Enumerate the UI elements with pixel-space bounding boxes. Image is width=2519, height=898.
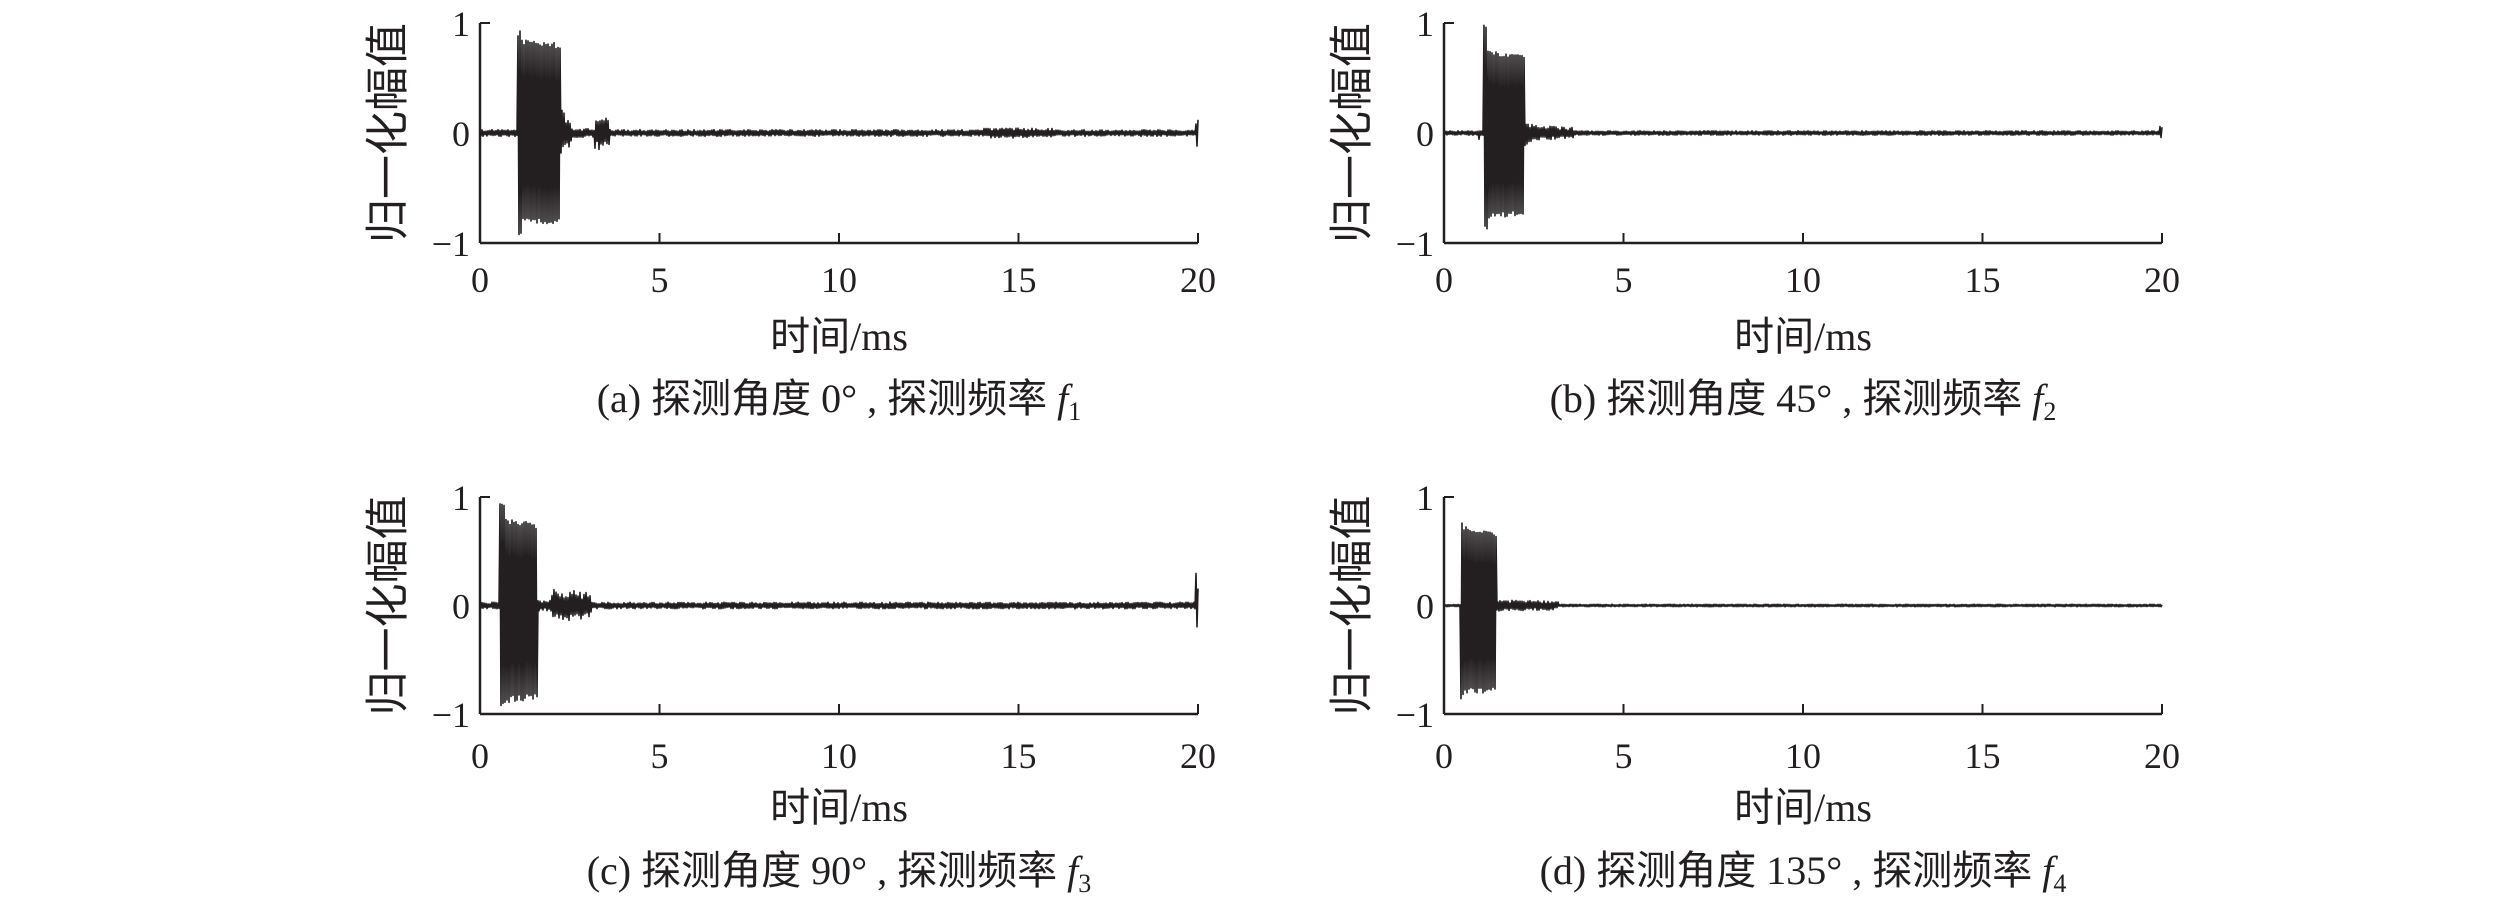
caption-frequency-subscript: 3 xyxy=(1078,869,1091,898)
y-tick-label: −1 xyxy=(1396,695,1434,735)
y-axis-label: 归一化幅值 xyxy=(1328,496,1377,716)
caption-frequency-subscript: 2 xyxy=(2043,397,2056,426)
y-axis-label: 归一化幅值 xyxy=(364,496,413,716)
y-tick-label: 1 xyxy=(1416,4,1434,44)
x-axis-label: 时间/ms xyxy=(1734,785,1872,830)
x-tick-label: 15 xyxy=(1965,736,2001,776)
x-tick-label: 5 xyxy=(1615,260,1633,300)
x-tick-label: 10 xyxy=(821,736,857,776)
y-tick-label: 0 xyxy=(1416,114,1434,154)
caption-text: (d) 探测角度 135° , 探测频率 xyxy=(1540,848,2043,893)
y-axis-label: 归一化幅值 xyxy=(364,23,413,243)
caption-text: (a) 探测角度 0° , 探测频率 xyxy=(597,376,1057,421)
y-tick-label: 0 xyxy=(1416,587,1434,627)
caption-text: (b) 探测角度 45° , 探测频率 xyxy=(1550,376,2033,421)
x-tick-label: 15 xyxy=(1965,260,2001,300)
x-axis-label: 时间/ms xyxy=(770,314,908,359)
y-tick-label: 1 xyxy=(1416,478,1434,518)
x-tick-label: 0 xyxy=(1435,736,1453,776)
y-tick-label: 0 xyxy=(452,114,470,154)
caption-frequency-subscript: 1 xyxy=(1068,397,1081,426)
panel-caption: (c) 探测角度 90° , 探测频率 f3 xyxy=(587,848,1092,898)
x-tick-label: 20 xyxy=(2144,736,2180,776)
y-tick-label: −1 xyxy=(1396,224,1434,264)
y-tick-label: 1 xyxy=(452,478,470,518)
panel-caption: (b) 探测角度 45° , 探测频率 f2 xyxy=(1550,376,2057,426)
y-tick-label: 1 xyxy=(452,4,470,44)
x-tick-label: 0 xyxy=(1435,260,1453,300)
waveform-line xyxy=(479,30,1199,236)
x-axis-label: 时间/ms xyxy=(1734,314,1872,359)
x-tick-label: 15 xyxy=(1001,260,1037,300)
waveform-line xyxy=(1443,24,2163,230)
caption-frequency-subscript: 4 xyxy=(2053,869,2066,898)
panel-caption: (d) 探测角度 135° , 探测频率 f4 xyxy=(1540,848,2067,898)
waveform-line xyxy=(1443,522,2163,700)
caption-text: (c) 探测角度 90° , 探测频率 xyxy=(587,848,1067,893)
y-tick-label: −1 xyxy=(432,224,470,264)
x-axis-label: 时间/ms xyxy=(770,785,908,830)
panel-caption: (a) 探测角度 0° , 探测频率 f1 xyxy=(597,376,1082,426)
x-tick-label: 10 xyxy=(821,260,857,300)
x-tick-label: 15 xyxy=(1001,736,1037,776)
x-tick-label: 10 xyxy=(1785,736,1821,776)
x-tick-label: 10 xyxy=(1785,260,1821,300)
y-tick-label: −1 xyxy=(432,695,470,735)
x-tick-label: 5 xyxy=(1615,736,1633,776)
y-axis-label: 归一化幅值 xyxy=(1328,23,1377,243)
x-tick-label: 20 xyxy=(1180,736,1216,776)
x-tick-label: 5 xyxy=(651,736,669,776)
waveform-line xyxy=(479,503,1199,707)
x-tick-label: 0 xyxy=(471,736,489,776)
x-tick-label: 0 xyxy=(471,260,489,300)
x-tick-label: 20 xyxy=(2144,260,2180,300)
x-tick-label: 5 xyxy=(651,260,669,300)
x-tick-label: 20 xyxy=(1180,260,1216,300)
y-tick-label: 0 xyxy=(452,587,470,627)
